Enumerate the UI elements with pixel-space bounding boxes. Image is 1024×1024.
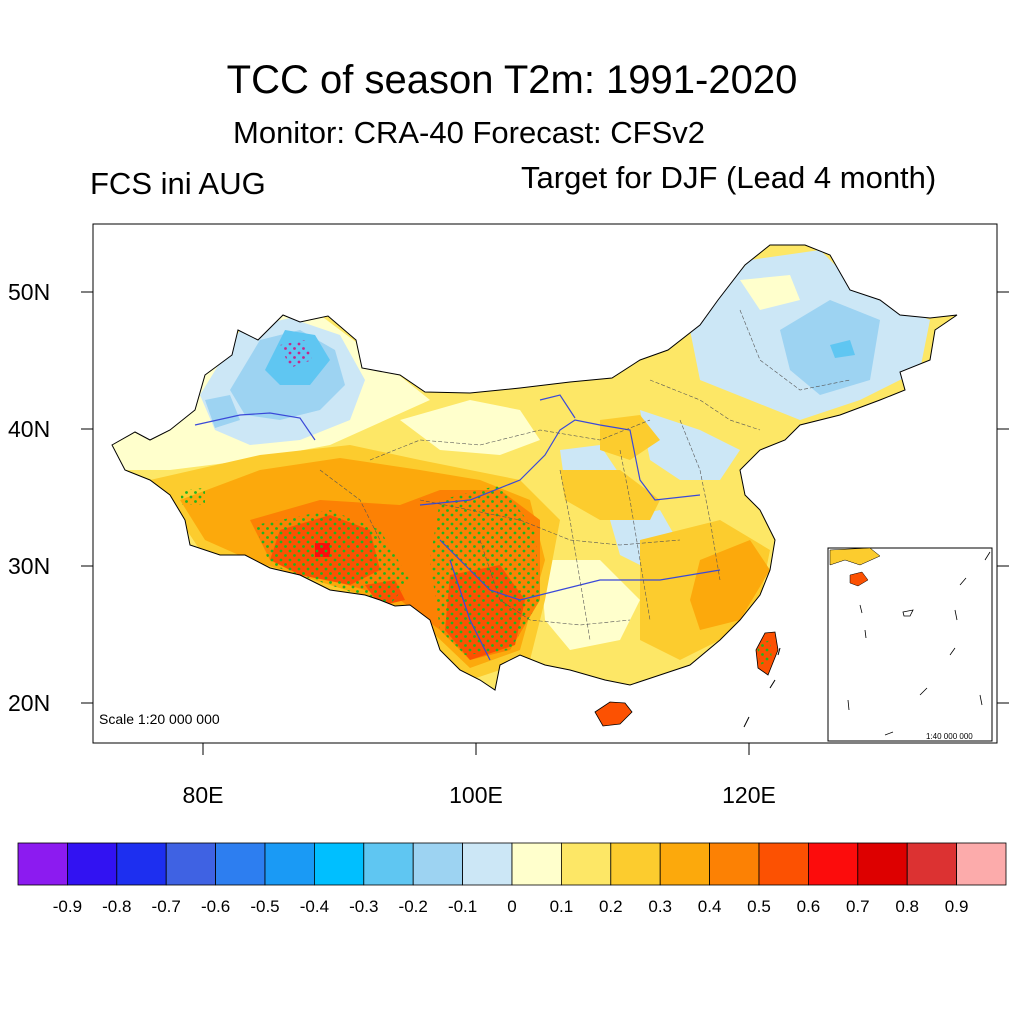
colorbar-tick-label: -0.4 bbox=[299, 897, 330, 916]
province-boundaries bbox=[319, 309, 851, 641]
colorbar-tick-label: -0.3 bbox=[349, 897, 379, 916]
colorbar-tick-label: -0.7 bbox=[151, 897, 181, 916]
scale-label: Scale 1:20 000 000 bbox=[99, 711, 220, 727]
inset-scale-label: 1:40 000 000 bbox=[926, 732, 973, 741]
colorbar-swatch bbox=[165, 842, 216, 886]
colorbar-swatch bbox=[67, 842, 118, 886]
colorbar-tick-label: 0 bbox=[507, 897, 517, 916]
south-sea-marks bbox=[743, 647, 781, 728]
colorbar-swatch bbox=[758, 842, 809, 886]
colorbar-swatch bbox=[116, 842, 167, 886]
inset-map bbox=[827, 547, 993, 742]
lat-label: 20N bbox=[8, 690, 51, 716]
lat-label: 50N bbox=[8, 279, 51, 305]
colorbar-tick-label: 0.1 bbox=[549, 897, 574, 916]
colorbar-tick-label: -0.1 bbox=[447, 897, 478, 916]
colorbar-tick-label: 0.3 bbox=[648, 897, 672, 916]
right-label: Target for DJF (Lead 4 month) bbox=[521, 160, 937, 195]
colorbar-tick-label: -0.9 bbox=[52, 897, 83, 916]
left-label: FCS ini AUG bbox=[90, 166, 266, 201]
chart-subtitle: Monitor: CRA-40 Forecast: CFSv2 bbox=[233, 115, 706, 150]
hainan-island bbox=[594, 701, 633, 727]
colorbar-swatch bbox=[363, 842, 414, 886]
colorbar-swatch bbox=[412, 842, 464, 886]
colorbar-tick-label: 0.8 bbox=[895, 897, 919, 916]
lon-label: 120E bbox=[722, 782, 776, 808]
colorbar-swatch bbox=[561, 842, 612, 886]
colorbar-swatch bbox=[808, 842, 859, 886]
colorbar-swatch bbox=[17, 842, 68, 886]
colorbar-tick-label: 0.9 bbox=[944, 897, 969, 916]
colorbar-swatch bbox=[264, 842, 315, 886]
lat-label: 40N bbox=[8, 416, 51, 442]
lon-label: 100E bbox=[449, 782, 503, 808]
colorbar-tick-label: -0.5 bbox=[250, 897, 280, 916]
colorbar-swatch bbox=[511, 842, 562, 886]
colorbar-tick-label: 0.7 bbox=[845, 897, 870, 916]
colorbar-swatch bbox=[610, 842, 661, 886]
colorbar-tick-label: -0.6 bbox=[200, 897, 231, 916]
colorbar-swatch bbox=[709, 842, 760, 886]
colorbar-swatch bbox=[857, 842, 908, 886]
colorbar-swatch bbox=[956, 842, 1007, 886]
colorbar-swatch bbox=[215, 842, 266, 886]
colorbar-tick-label: -0.2 bbox=[398, 897, 428, 916]
lat-label: 30N bbox=[8, 553, 51, 579]
axis-ticks bbox=[81, 291, 1009, 755]
rivers bbox=[194, 394, 721, 661]
colorbar-tick-label: 0.4 bbox=[697, 897, 722, 916]
chart-title: TCC of season T2m: 1991-2020 bbox=[226, 58, 798, 102]
colorbar-tick-label: 0.2 bbox=[598, 897, 623, 916]
colorbar-tick-label: -0.8 bbox=[102, 897, 132, 916]
colorbar-swatch bbox=[462, 842, 513, 886]
colorbar-tick-label: 0.6 bbox=[796, 897, 821, 916]
colorbar-tick-label: 0.5 bbox=[747, 897, 771, 916]
significance-stipple-nw bbox=[280, 340, 312, 368]
colorbar-swatch bbox=[906, 842, 958, 886]
lon-label: 80E bbox=[182, 782, 224, 808]
colorbar bbox=[17, 842, 1007, 886]
colorbar-swatch bbox=[313, 842, 365, 886]
colorbar-swatch bbox=[659, 842, 711, 886]
